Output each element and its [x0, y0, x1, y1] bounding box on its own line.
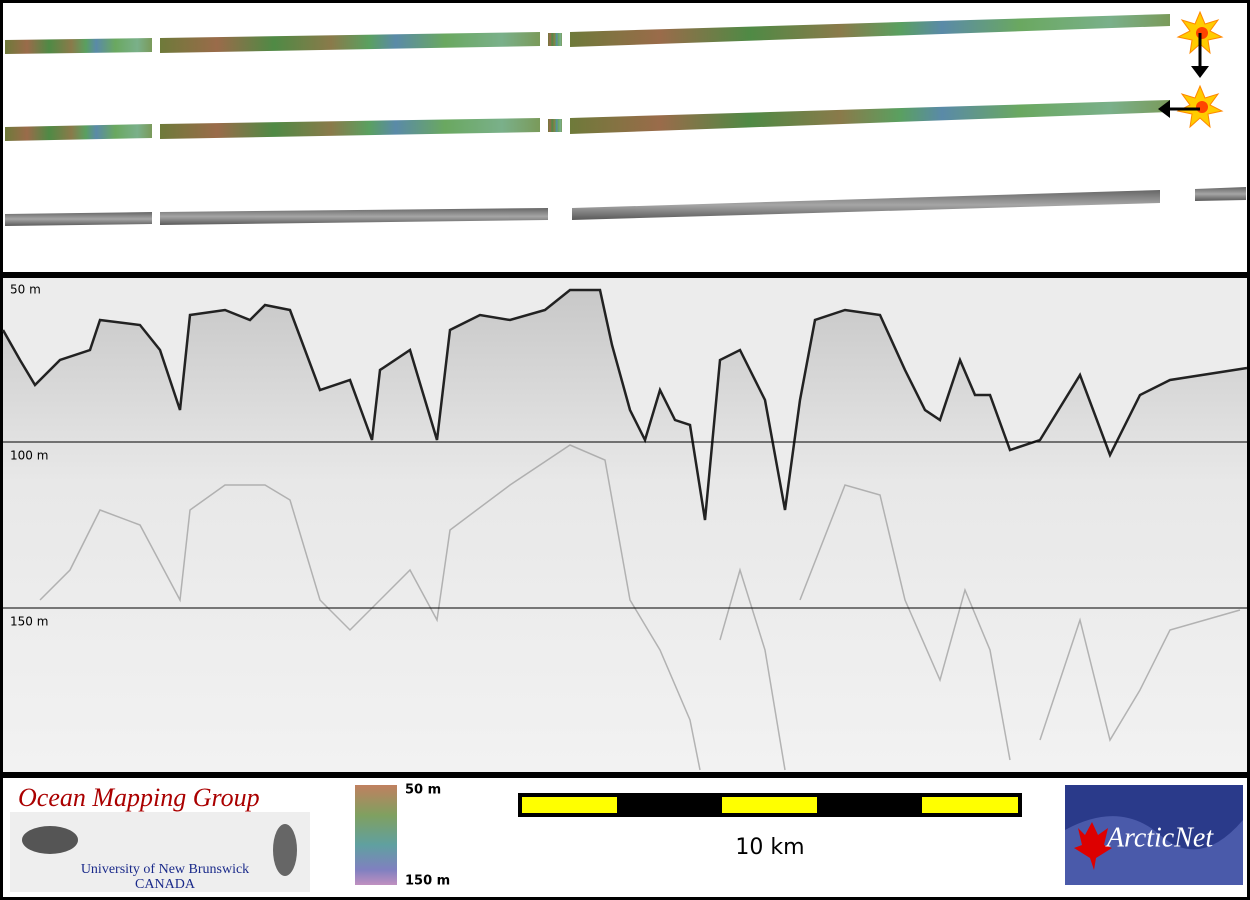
multiple-echo [39, 444, 1241, 771]
depth-label: 100 m [10, 449, 48, 463]
logo-title: Ocean Mapping Group [18, 783, 260, 812]
depth-label: 50 m [10, 283, 41, 297]
colorbar [355, 785, 397, 885]
scale-label: 10 km [735, 835, 804, 860]
partner-name: ArcticNet [1105, 822, 1214, 853]
arcticnet-logo: ArcticNet [1065, 785, 1243, 885]
colorbar-label: 150 m [405, 874, 450, 889]
logo-line: CANADA [135, 877, 196, 892]
seafloor-fill [3, 290, 1247, 772]
colorbar-label: 50 m [405, 783, 441, 798]
depth-label: 150 m [10, 615, 48, 629]
swath-color-1 [5, 14, 1170, 54]
omg-logo: Ocean Mapping Group University of New Br… [10, 783, 310, 892]
location-markers [1158, 10, 1224, 129]
logo-line: University of New Brunswick [81, 862, 249, 877]
swath-color-2 [5, 100, 1170, 141]
scale-bar [518, 793, 1022, 817]
sidescan-swath [5, 187, 1246, 226]
seafloor-line [1, 288, 1248, 521]
